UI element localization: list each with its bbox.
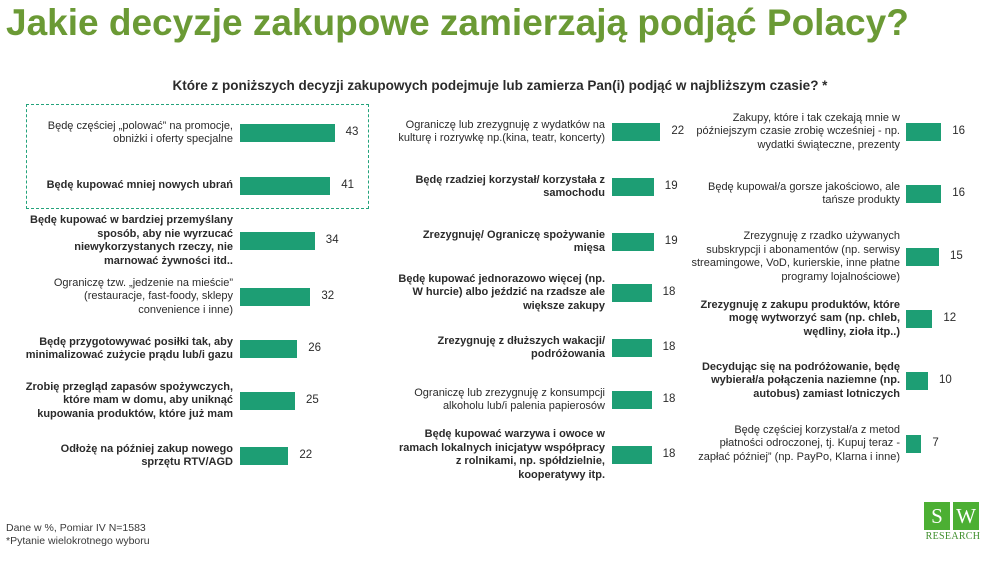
bar-value-label: 41 — [341, 179, 354, 191]
logo-letter-w: W — [953, 502, 979, 530]
footnote-question-note: *Pytanie wielokrotnego wyboru — [6, 535, 150, 547]
bar — [612, 284, 652, 302]
bar-label: Decydując się na podróżowanie, będę wybi… — [701, 360, 900, 400]
bar — [612, 233, 654, 251]
logo-letter-s: S — [924, 502, 950, 530]
bar-label: Zrezygnuję/ Ograniczę spożywanie mięsa — [422, 228, 605, 255]
bar-value-label: 32 — [321, 290, 335, 302]
bar-label: Będę kupować jednorazowo więcej (np. W h… — [398, 272, 605, 312]
bar-label: Będę przygotowywać posiłki tak, aby mini… — [25, 335, 233, 362]
bar-label: Ograniczę lub zrezygnuję z wydatków na k… — [398, 118, 605, 145]
bar-value-label: 19 — [664, 235, 678, 247]
bar-label: Będę kupować mniej nowych ubrań — [46, 179, 233, 191]
footnote: Dane w %, Pomiar IV N=1583 *Pytanie wiel… — [6, 522, 150, 548]
bar — [240, 392, 295, 410]
bar-value-label: 7 — [932, 437, 939, 449]
bar-value-label: 12 — [943, 312, 957, 324]
bar-value-label: 25 — [306, 394, 319, 406]
page-title: Jakie decyzje zakupowe zamierzają podjąć… — [6, 2, 909, 43]
bar — [240, 340, 298, 358]
bar — [906, 435, 922, 453]
bar — [906, 310, 933, 328]
bar-value-label: 18 — [662, 393, 676, 405]
bar — [906, 372, 928, 390]
chart-question: Które z poniższych decyzji zakupowych po… — [172, 78, 828, 93]
bar-value-label: 10 — [939, 374, 952, 386]
bar-label: Zrezygnuję z rzadko używanych subskrypcj… — [691, 230, 901, 283]
bar-value-label: 16 — [952, 125, 965, 137]
bar-label: Zrezygnuję z dłuższych wakacji/ podróżow… — [437, 334, 606, 361]
bar-label: Zrezygnuję z zakupu produktów, które mog… — [700, 298, 900, 338]
bar-label: Zakupy, które i tak czekają mnie w późni… — [696, 111, 900, 151]
bar — [612, 339, 652, 357]
bar-value-label: 15 — [950, 250, 963, 262]
bar-value-label: 19 — [664, 180, 678, 192]
bar-value-label: 22 — [299, 449, 313, 461]
highlight-frame — [26, 104, 369, 209]
bar — [612, 123, 661, 141]
bar — [240, 177, 331, 195]
bar-value-label: 16 — [952, 187, 965, 199]
bar-value-label: 26 — [308, 342, 321, 354]
bar-label: Będę kupować warzywa i owoce w ramach lo… — [398, 428, 605, 481]
bar-label: Ograniczę lub zrezygnuję z konsumpcji al… — [414, 386, 605, 413]
bar-label: Będę częściej korzystał/a z metod płatno… — [698, 423, 900, 463]
bar-label: Będę rzadziej korzystał/ korzystała z sa… — [415, 173, 605, 200]
logo-text: RESEARCH — [925, 531, 981, 542]
bar-value-label: 18 — [662, 286, 676, 298]
bar-value-label: 22 — [671, 125, 685, 137]
bar — [240, 447, 289, 465]
bar — [906, 248, 939, 266]
bar-value-label: 18 — [662, 341, 676, 353]
bar — [906, 123, 942, 141]
bar-label: Ograniczę tzw. „jedzenie na mieście” (re… — [53, 276, 233, 316]
bar — [906, 185, 942, 203]
bar-label: Będę kupował/a gorsze jakościowo, ale ta… — [707, 180, 900, 207]
sw-research-logo: S W RESEARCH — [924, 502, 980, 546]
bar — [240, 232, 315, 250]
bar-label: Odłożę na później zakup nowego sprzętu R… — [60, 442, 233, 469]
bar-value-label: 18 — [662, 448, 676, 460]
bar — [612, 391, 652, 409]
footnote-sample: Dane w %, Pomiar IV N=1583 — [6, 522, 146, 534]
bar — [612, 446, 652, 464]
bar — [240, 288, 311, 306]
bar-value-label: 34 — [325, 234, 339, 246]
bar-value-label: 43 — [345, 126, 359, 138]
bar — [240, 124, 335, 142]
bar-label: Będę częściej „polować” na promocje, obn… — [47, 119, 233, 146]
bar-label: Będę kupować w bardziej przemyślany spos… — [30, 214, 233, 267]
bar — [612, 178, 654, 196]
bar-label: Zrobię przegląd zapasów spożywczych, któ… — [25, 380, 233, 420]
